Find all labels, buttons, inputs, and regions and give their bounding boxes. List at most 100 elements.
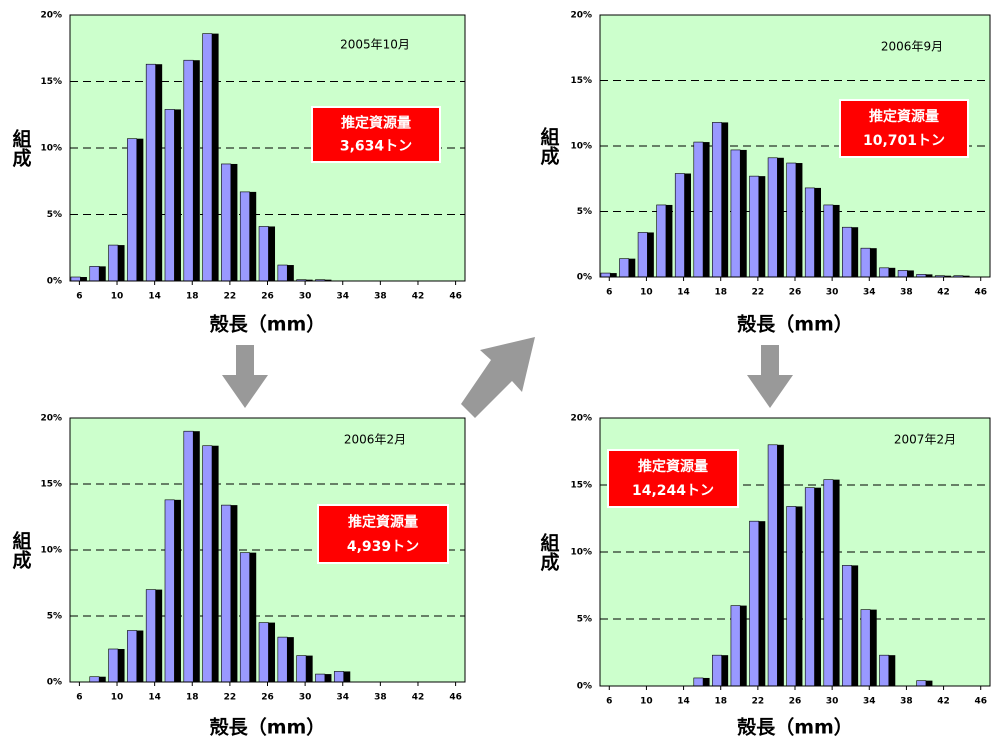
bar bbox=[108, 244, 119, 282]
bar bbox=[277, 636, 288, 683]
bar-shadow bbox=[738, 149, 747, 277]
bar-shadow bbox=[905, 270, 914, 277]
bar-shadow bbox=[942, 275, 951, 277]
bar-shadow bbox=[738, 605, 747, 686]
bar bbox=[183, 430, 194, 683]
bar-shadow bbox=[849, 565, 859, 686]
bar-shadow bbox=[849, 227, 859, 277]
estimate-label: 推定資源量 bbox=[869, 108, 939, 125]
y-tick-label: 20% bbox=[570, 414, 592, 424]
bar bbox=[127, 630, 138, 683]
y-tick-label: 10% bbox=[570, 548, 592, 558]
bar-shadow bbox=[210, 33, 219, 282]
x-axis-label: 殻長（mm） bbox=[210, 716, 326, 739]
bar bbox=[842, 226, 852, 278]
bar bbox=[712, 654, 722, 687]
bar bbox=[879, 267, 890, 278]
bar bbox=[804, 187, 815, 278]
bar-shadow bbox=[775, 157, 784, 277]
chart-title: 2006年2月 bbox=[344, 433, 406, 447]
bar bbox=[730, 149, 741, 278]
y-tick-label: 20% bbox=[570, 11, 592, 21]
y-tick-label: 5% bbox=[47, 210, 62, 220]
bar-shadow bbox=[153, 64, 163, 282]
bar bbox=[202, 33, 213, 282]
bar bbox=[823, 204, 834, 278]
x-tick-label: 6 bbox=[606, 288, 612, 298]
x-axis-label: 殻長（mm） bbox=[737, 716, 853, 739]
bar-shadow bbox=[645, 232, 654, 277]
bar bbox=[239, 552, 250, 683]
x-tick-label: 18 bbox=[186, 292, 199, 302]
arrow-down bbox=[222, 345, 268, 408]
y-tick-label: 20% bbox=[40, 11, 62, 21]
bar-shadow bbox=[775, 444, 784, 686]
bar-shadow bbox=[701, 677, 710, 686]
chart-panel: 0% 5% 10% 15% 20% 6 10 14 18 22 26 30 34 38 42 46 2006年2… bbox=[10, 414, 466, 739]
bar bbox=[674, 173, 685, 278]
bar-shadow bbox=[266, 622, 276, 682]
x-tick-label: 14 bbox=[148, 292, 161, 302]
bar bbox=[315, 673, 326, 683]
bar-shadow bbox=[285, 637, 294, 682]
bar-shadow bbox=[812, 187, 821, 277]
estimate-label: 推定資源量 bbox=[638, 458, 708, 475]
estimate-value: 10,701トン bbox=[863, 133, 945, 149]
bar bbox=[70, 276, 81, 282]
x-tick-label: 38 bbox=[900, 288, 913, 298]
x-tick-label: 14 bbox=[677, 697, 690, 707]
y-axis-label: 組成 bbox=[538, 126, 560, 166]
x-tick-label: 22 bbox=[752, 288, 765, 298]
bar bbox=[786, 162, 797, 278]
bar bbox=[897, 270, 908, 278]
bar-shadow bbox=[172, 109, 181, 282]
x-tick-label: 6 bbox=[76, 693, 82, 703]
bar bbox=[89, 266, 100, 282]
bar-shadow bbox=[153, 589, 163, 682]
bar-shadow bbox=[228, 163, 238, 281]
y-tick-label: 0% bbox=[577, 273, 592, 283]
x-tick-label: 14 bbox=[148, 693, 161, 703]
bar-shadow bbox=[664, 204, 673, 277]
bar-shadow bbox=[322, 279, 332, 281]
y-tick-label: 20% bbox=[40, 414, 62, 424]
x-tick-label: 30 bbox=[299, 693, 312, 703]
x-tick-label: 34 bbox=[863, 697, 876, 707]
x-tick-label: 10 bbox=[640, 288, 653, 298]
y-tick-label: 15% bbox=[570, 76, 592, 86]
x-axis-label: 殻長（mm） bbox=[737, 313, 853, 336]
x-tick-label: 30 bbox=[826, 288, 839, 298]
bar-shadow bbox=[210, 445, 219, 682]
bar-shadow bbox=[191, 431, 200, 682]
bar-shadow bbox=[756, 176, 766, 277]
bar-shadow bbox=[247, 191, 257, 281]
estimate-box bbox=[311, 106, 441, 163]
bar-shadow bbox=[97, 266, 106, 281]
x-tick-label: 34 bbox=[863, 288, 876, 298]
y-tick-label: 15% bbox=[570, 481, 592, 491]
chart-title: 2007年2月 bbox=[894, 433, 956, 447]
plot-border bbox=[69, 14, 466, 282]
bar bbox=[277, 264, 288, 282]
y-tick-label: 0% bbox=[47, 277, 62, 287]
x-tick-label: 26 bbox=[261, 693, 274, 703]
x-tick-label: 30 bbox=[826, 697, 839, 707]
y-tick-label: 15% bbox=[40, 77, 62, 87]
bar bbox=[239, 191, 250, 282]
arrows bbox=[222, 337, 793, 418]
y-tick-label: 0% bbox=[47, 678, 62, 688]
y-tick-label: 5% bbox=[577, 615, 592, 625]
chart-panel: 0% 5% 10% 15% 20% 6 10 14 18 22 26 30 34 38 42 46 2006年9… bbox=[538, 11, 991, 336]
estimate-value: 3,634トン bbox=[340, 139, 412, 155]
y-tick-label: 10% bbox=[40, 546, 62, 556]
x-tick-label: 46 bbox=[449, 292, 462, 302]
bar-shadow bbox=[626, 258, 636, 277]
y-axis-label: 組成 bbox=[10, 530, 32, 570]
x-axis-label: 殻長（mm） bbox=[210, 313, 326, 336]
x-tick-label: 10 bbox=[640, 697, 653, 707]
chart-title: 2005年10月 bbox=[340, 38, 410, 52]
estimate-value: 4,939トン bbox=[347, 539, 419, 555]
bar-shadow bbox=[719, 655, 729, 686]
plot-border bbox=[69, 417, 466, 683]
